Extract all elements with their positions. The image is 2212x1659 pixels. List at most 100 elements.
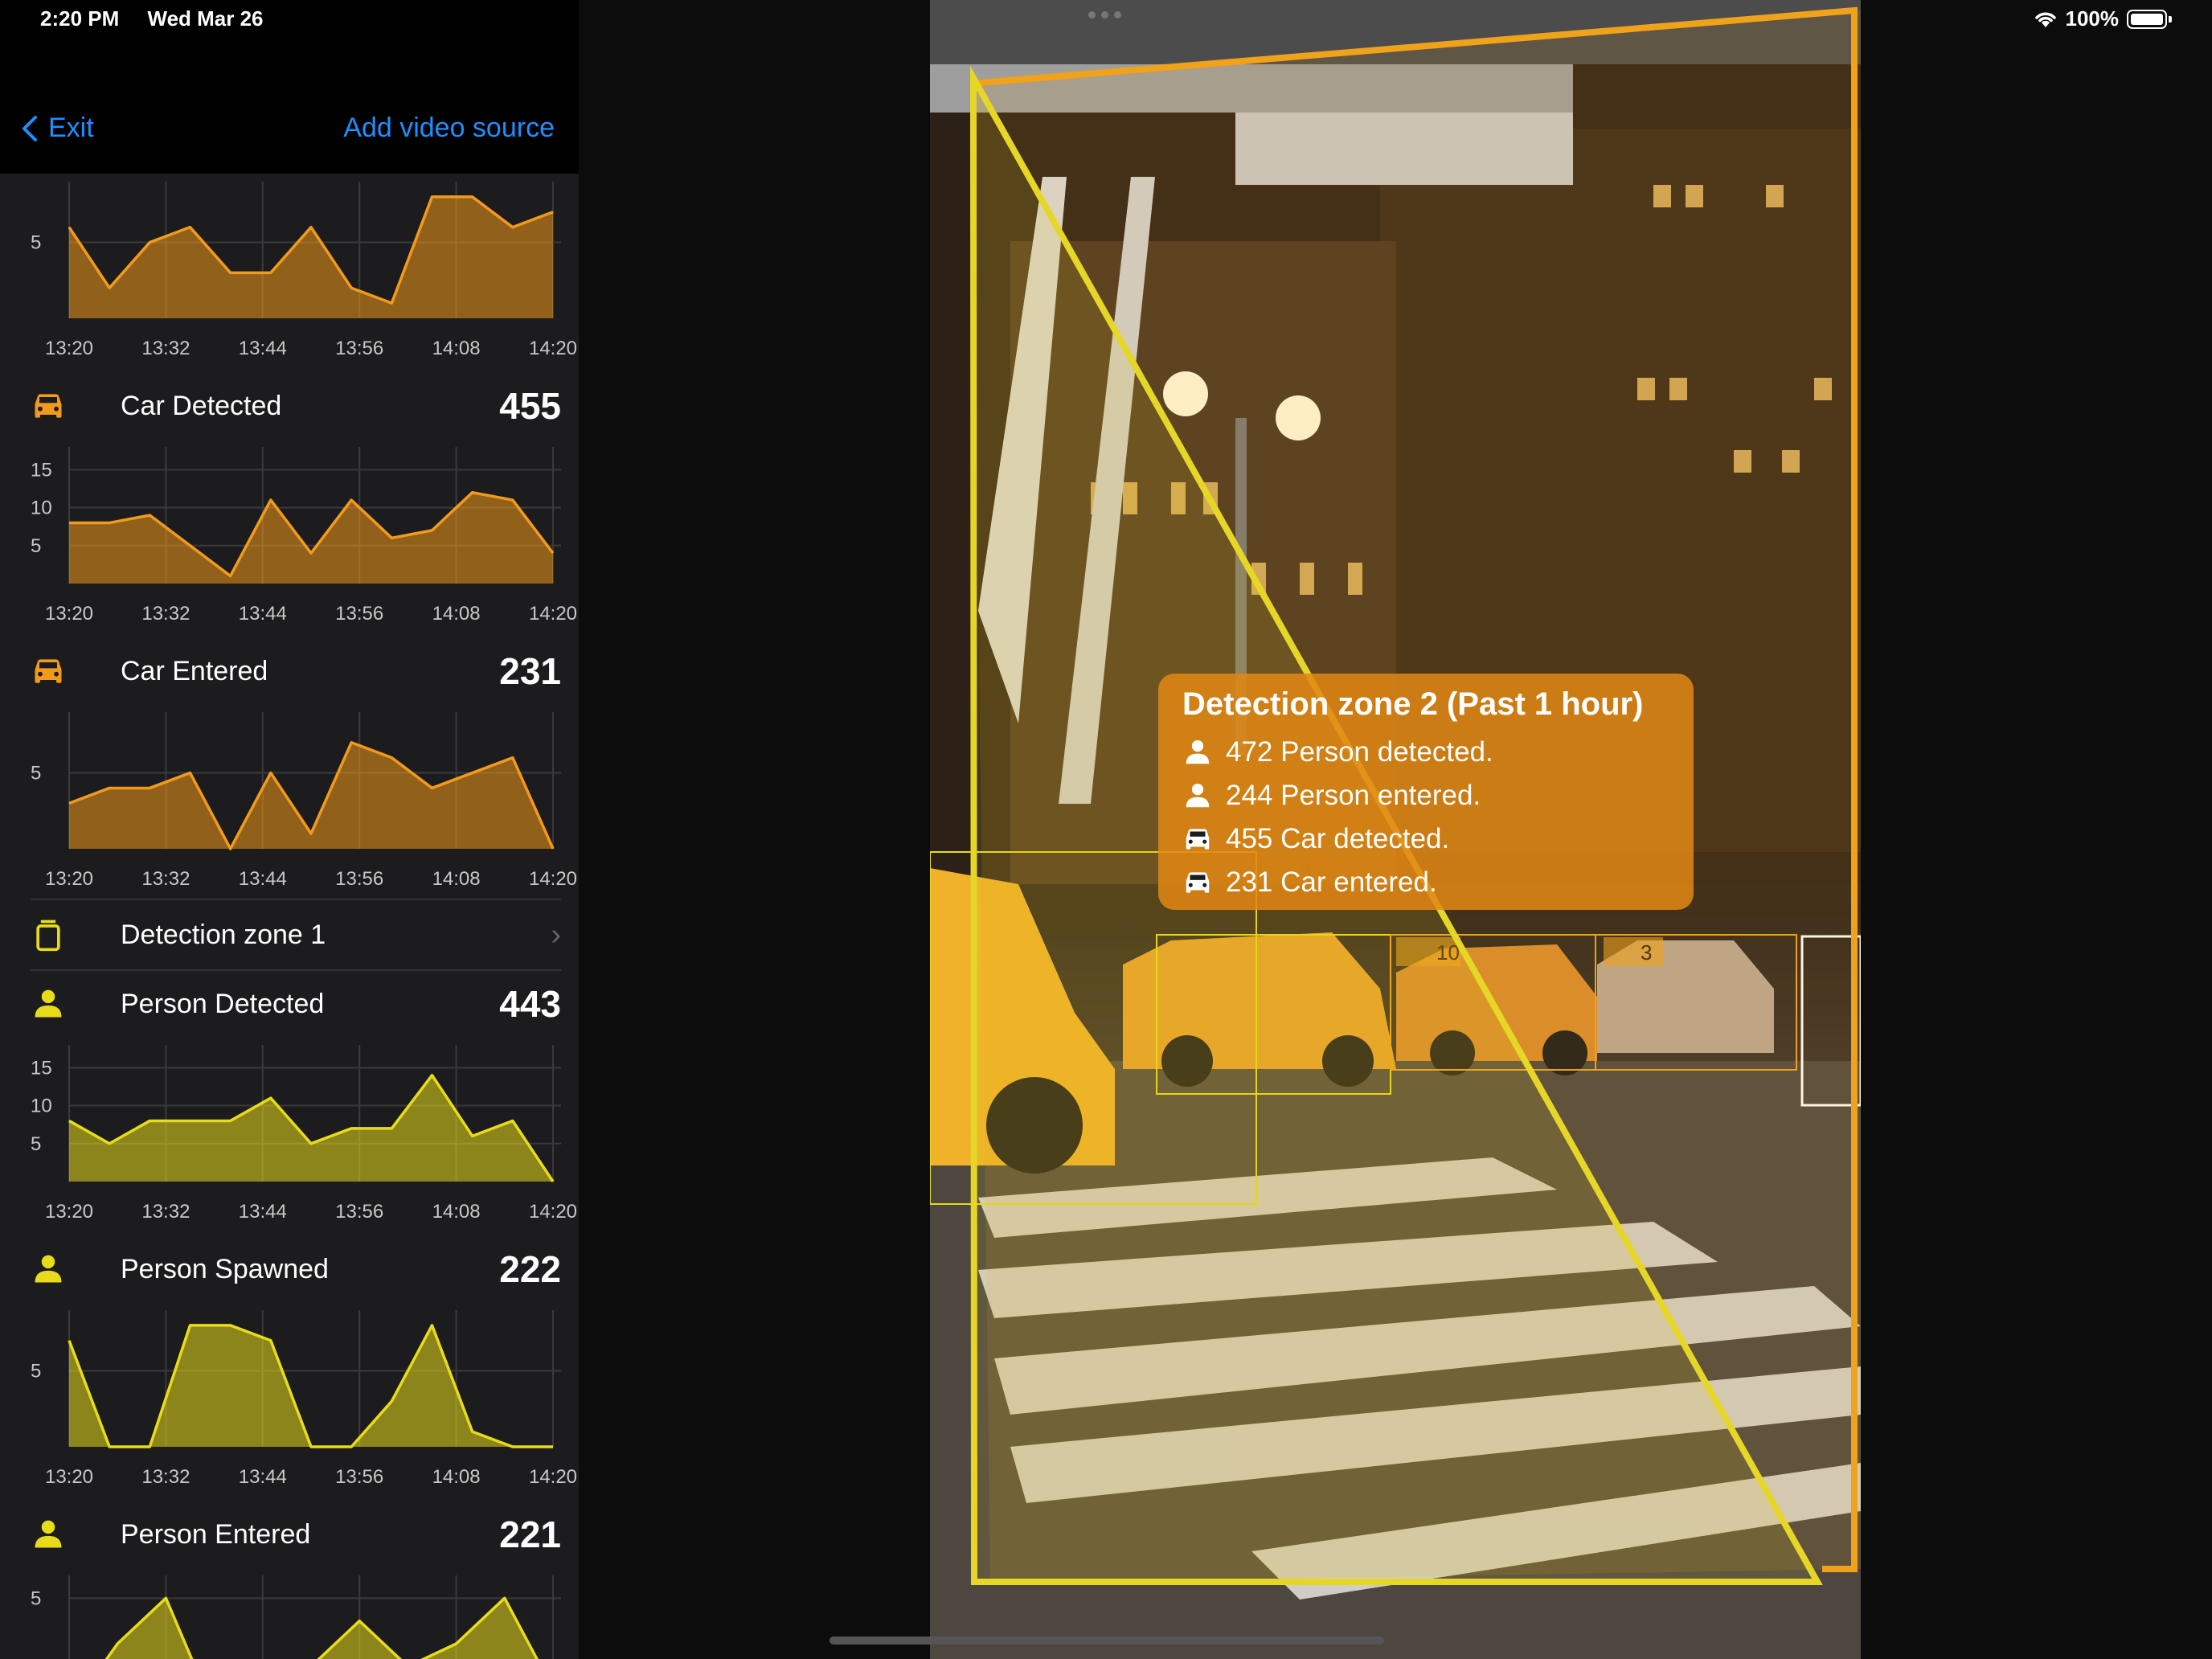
zone-summary-tooltip: Detection zone 2 (Past 1 hour) 472 Perso…	[1158, 674, 1694, 910]
x-tick-label: 14:20	[529, 1466, 577, 1488]
person-icon	[1186, 739, 1210, 764]
series-area	[69, 1075, 553, 1182]
x-tick-label: 13:32	[141, 868, 190, 890]
y-tick-label: 5	[31, 232, 41, 254]
tooltip-line: 455 Car detected.	[1182, 817, 1669, 861]
car-icon	[35, 659, 62, 683]
row-icon	[31, 1517, 79, 1552]
row-count: 231	[499, 650, 561, 692]
x-tick-label: 14:20	[529, 603, 577, 625]
x-tick-label: 13:32	[141, 603, 190, 625]
wifi-icon	[2034, 11, 2056, 27]
row-count: 443	[499, 983, 561, 1025]
series-line	[68, 1324, 553, 1448]
series-area	[69, 742, 553, 849]
tooltip-line-text: 244 Person entered.	[1226, 780, 1481, 811]
row-icon	[31, 917, 79, 952]
tooltip-line: 472 Person detected.	[1182, 731, 1669, 774]
metric-row[interactable]: Car Detected 455	[31, 370, 561, 442]
multitask-indicator[interactable]	[1088, 11, 1121, 18]
x-tick-label: 13:44	[239, 868, 287, 890]
metric-row[interactable]: Person Entered 221	[31, 1498, 561, 1571]
detection-box	[930, 851, 1257, 1205]
row-count: 222	[499, 1248, 561, 1290]
y-tick-label: 5	[31, 1361, 41, 1382]
detection-box	[1595, 934, 1797, 1071]
row-icon	[31, 1251, 79, 1287]
zone-row[interactable]: Detection zone 1 ›	[31, 899, 561, 971]
navigation-bar: 2:20 PM Wed Mar 26 Exit Add video source	[0, 0, 579, 174]
x-tick-label: 13:56	[335, 868, 383, 890]
row-label: Person Detected	[121, 988, 325, 1019]
x-tick-label: 14:20	[529, 338, 577, 359]
row-label: Person Entered	[121, 1518, 311, 1550]
x-tick-label: 13:56	[335, 1466, 383, 1488]
x-tick-label: 14:08	[432, 868, 481, 890]
row-icon	[31, 388, 79, 424]
status-bar-right: 100%	[2034, 6, 2172, 31]
x-tick-label: 13:20	[45, 1201, 93, 1223]
series-area	[69, 196, 553, 318]
metric-chart: 5 13:20 13:32 13:44 13:56 14:08 14:20	[23, 174, 577, 367]
tooltip-line-text: 231 Car entered.	[1226, 866, 1437, 898]
metric-chart: 15 10 5 13:20 13:32 13:44 13:56 14:08 14:20	[23, 1037, 577, 1230]
exit-label: Exit	[48, 113, 94, 143]
x-tick-label: 13:56	[335, 603, 383, 625]
exit-button[interactable]: Exit	[21, 113, 94, 144]
y-tick-label: 15	[31, 1057, 52, 1079]
tooltip-line: 244 Person entered.	[1182, 774, 1669, 817]
person-icon	[35, 1520, 62, 1548]
row-count: 455	[499, 385, 561, 427]
x-tick-label: 13:44	[239, 603, 287, 625]
row-count: 221	[499, 1514, 561, 1555]
series-area	[69, 492, 553, 584]
y-tick-label: 5	[31, 1133, 41, 1155]
car-icon	[35, 394, 62, 418]
battery-percent: 100%	[2065, 6, 2120, 31]
metric-row[interactable]: Person Spawned 222	[31, 1233, 561, 1305]
series-line	[104, 1596, 539, 1659]
status-bar-left: 2:20 PM Wed Mar 26	[40, 6, 286, 31]
series-area	[69, 1325, 553, 1447]
row-label: Car Entered	[121, 655, 268, 686]
chevron-right-icon: ›	[551, 917, 561, 952]
x-tick-label: 14:20	[529, 1201, 577, 1223]
row-label: Detection zone 1	[121, 919, 326, 950]
person-icon	[1186, 783, 1210, 808]
metric-row[interactable]: Person Detected 443	[31, 968, 561, 1040]
x-tick-label: 13:32	[141, 338, 190, 359]
x-tick-label: 13:56	[335, 338, 383, 359]
home-indicator[interactable]	[830, 1636, 1384, 1645]
y-tick-label: 15	[31, 459, 52, 481]
y-tick-label: 5	[31, 763, 41, 784]
x-tick-label: 14:08	[432, 338, 481, 359]
tooltip-line: 231 Car entered.	[1182, 861, 1669, 904]
detection-label: 3	[1641, 940, 1652, 965]
row-icon	[31, 653, 79, 689]
detection-box	[1800, 935, 1861, 1107]
row-icon	[31, 986, 79, 1022]
chevron-left-icon	[23, 115, 37, 141]
metric-chart: 15 10 5 13:20 13:32 13:44 13:56 14:08 14:20	[23, 439, 577, 632]
car-icon	[1186, 829, 1210, 850]
y-tick-label: 10	[31, 498, 52, 519]
status-time: 2:20 PM	[40, 6, 120, 31]
x-tick-label: 13:44	[239, 1466, 287, 1488]
row-label: Car Detected	[121, 390, 282, 421]
person-icon	[35, 1255, 62, 1283]
x-tick-label: 13:20	[45, 338, 93, 359]
y-tick-label: 5	[31, 535, 41, 557]
add-video-source-button[interactable]: Add video source	[343, 113, 555, 143]
x-tick-label: 13:32	[141, 1466, 190, 1488]
x-tick-label: 14:08	[432, 603, 481, 625]
car-icon	[1186, 872, 1210, 893]
status-date: Wed Mar 26	[147, 6, 264, 31]
x-tick-label: 13:20	[45, 603, 93, 625]
metric-row[interactable]: Car Entered 231	[31, 635, 561, 707]
zone-icon	[36, 920, 60, 952]
tooltip-line-text: 472 Person detected.	[1226, 736, 1493, 768]
series-area	[106, 1598, 537, 1659]
x-tick-label: 13:44	[239, 338, 287, 359]
person-icon	[35, 989, 62, 1018]
